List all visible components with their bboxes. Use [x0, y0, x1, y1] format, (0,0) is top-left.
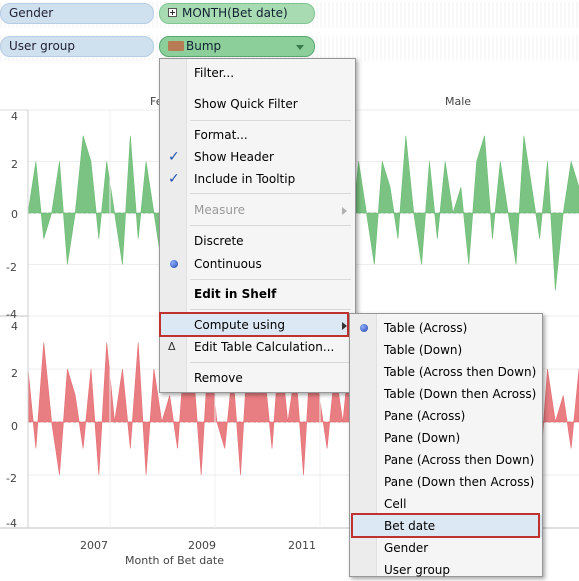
x-tick-label: 2007 — [80, 539, 108, 552]
y-tick-label: -4 — [6, 308, 17, 321]
column-header-male: Male — [445, 95, 472, 108]
submenu-item-pane-down[interactable]: Pane (Down) — [384, 431, 461, 445]
checkmark-icon: ✓ — [168, 149, 180, 165]
shelf-label-user-group: User group — [0, 36, 154, 57]
submenu-item-table-down[interactable]: Table (Down) — [384, 343, 463, 357]
shelf-label-text: Gender — [9, 6, 54, 20]
y-tick-label: -2 — [6, 261, 17, 274]
chevron-down-icon[interactable] — [296, 45, 304, 50]
menu-item-include-in-tooltip[interactable]: ✓ Include in Tooltip — [160, 168, 355, 190]
pill-text: Bump — [186, 39, 222, 53]
menu-item-edit-in-shelf[interactable]: Edit in Shelf — [194, 287, 277, 301]
menu-item-remove[interactable]: Remove — [194, 371, 243, 385]
x-tick-label: 2011 — [288, 539, 316, 552]
submenu-item-table-down-then-across[interactable]: Table (Down then Across) — [384, 387, 537, 401]
pill-context-menu: Filter... Show Quick Filter Format... ✓ … — [159, 58, 356, 393]
y-tick-label: -4 — [6, 517, 17, 530]
submenu-item-table-across[interactable]: Table (Across) — [350, 317, 542, 339]
y-tick-label: 0 — [11, 208, 18, 221]
menu-separator — [190, 279, 351, 280]
menu-item-edit-table-calculation[interactable]: Δ Edit Table Calculation... — [160, 336, 355, 358]
menu-item-measure: Measure — [160, 199, 355, 221]
submenu-item-table-across-then-down[interactable]: Table (Across then Down) — [384, 365, 537, 379]
y-tick-label: 4 — [11, 110, 18, 123]
submenu-item-cell[interactable]: Cell — [384, 497, 407, 511]
submenu-item-pane-across[interactable]: Pane (Across) — [384, 409, 466, 423]
y-tick-label: 2 — [11, 367, 18, 380]
y-tick-label: 2 — [11, 158, 18, 171]
submenu-item-pane-down-then-across[interactable]: Pane (Down then Across) — [384, 475, 535, 489]
compute-using-highlight-box — [159, 312, 349, 337]
menu-separator — [190, 362, 351, 363]
menu-item-label: Table (Across) — [384, 321, 468, 335]
menu-item-show-quick-filter[interactable]: Show Quick Filter — [194, 97, 298, 111]
submenu-arrow-icon — [342, 322, 347, 330]
menu-separator — [190, 225, 351, 226]
menu-item-discrete[interactable]: Discrete — [194, 234, 244, 248]
shelf-label-gender: Gender — [0, 3, 154, 24]
menu-item-compute-using[interactable]: Compute using — [160, 314, 355, 336]
menu-item-label: Compute using — [194, 318, 285, 332]
submenu-arrow-icon — [342, 207, 347, 215]
submenu-item-user-group[interactable]: User group — [384, 563, 451, 577]
y-tick-label: 4 — [11, 320, 18, 333]
month-bet-date-pill[interactable]: MONTH(Bet date) — [159, 3, 315, 24]
menu-item-label: Continuous — [194, 257, 262, 271]
shelf-label-text: User group — [9, 39, 76, 53]
rows-shelf-gender: Gender MONTH(Bet date) — [0, 2, 579, 28]
menu-separator — [190, 309, 351, 310]
menu-item-continuous[interactable]: Continuous — [160, 253, 355, 275]
bump-pill[interactable]: Bump — [159, 36, 315, 57]
submenu-item-pane-across-then-down[interactable]: Pane (Across then Down) — [384, 453, 535, 467]
menu-item-format[interactable]: Format... — [194, 128, 248, 142]
bet-date-highlight-box — [351, 513, 540, 538]
menu-separator — [190, 193, 351, 194]
rows-shelf-user-group: User group Bump — [0, 35, 579, 61]
menu-item-show-header[interactable]: ✓ Show Header — [160, 146, 355, 168]
menu-item-label: Include in Tooltip — [194, 172, 296, 186]
checkmark-icon: ✓ — [168, 171, 180, 187]
menu-item-label: Measure — [194, 203, 245, 217]
compute-using-submenu: Table (Across) Table (Down) Table (Acros… — [349, 313, 543, 577]
y-tick-label: 0 — [11, 420, 18, 433]
menu-item-filter[interactable]: Filter... — [194, 66, 235, 80]
submenu-item-gender[interactable]: Gender — [384, 541, 429, 555]
delta-icon: Δ — [168, 340, 176, 353]
menu-separator — [190, 120, 351, 121]
color-swatch-icon — [168, 40, 184, 51]
expand-plus-icon[interactable] — [168, 8, 177, 17]
x-axis-title: Month of Bet date — [125, 554, 224, 567]
x-tick-label: 2009 — [188, 539, 216, 552]
menu-item-label: Show Header — [194, 150, 274, 164]
menu-item-label: Edit Table Calculation... — [194, 340, 335, 354]
pill-text: MONTH(Bet date) — [182, 6, 288, 20]
radio-selected-icon — [170, 260, 178, 268]
radio-selected-icon — [360, 324, 368, 332]
submenu-item-bet-date[interactable]: Bet date — [350, 515, 542, 537]
y-tick-label: -2 — [6, 472, 17, 485]
